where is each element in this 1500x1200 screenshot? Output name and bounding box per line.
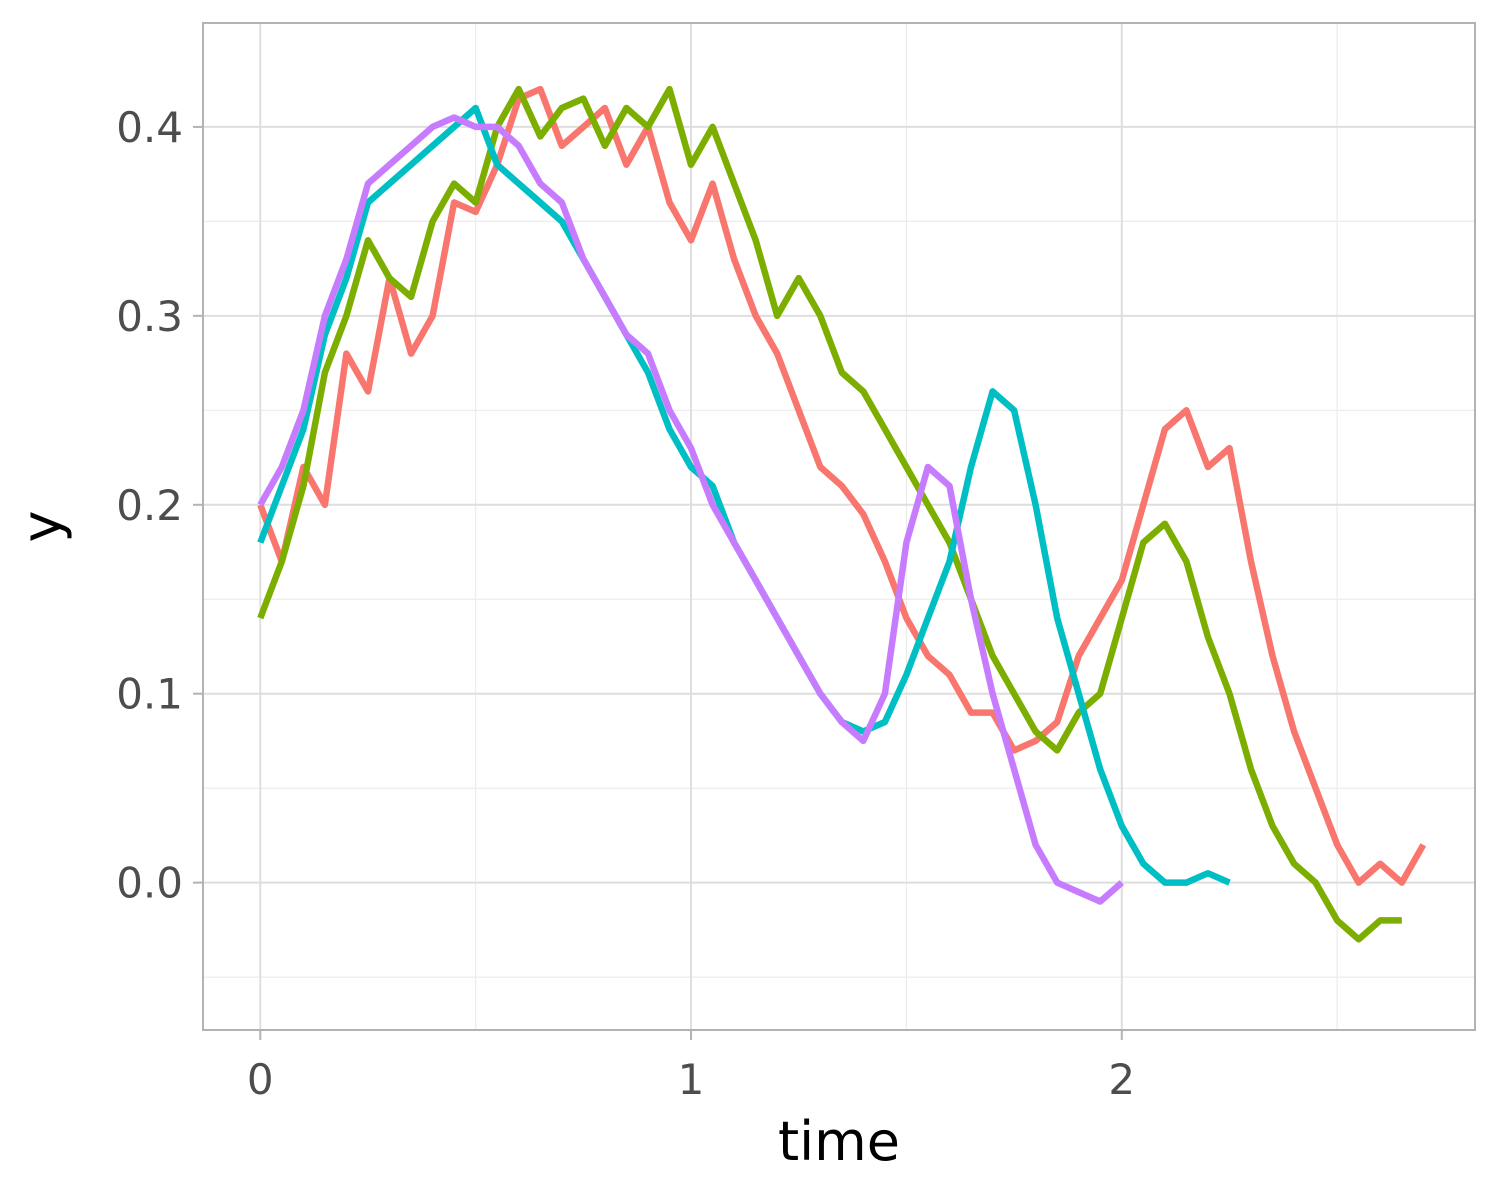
x-axis-title: time [778,1110,900,1173]
panel-border [202,22,1476,1031]
x-tick-label: 0 [247,1055,274,1104]
series-layer [257,85,1427,943]
y-tick-label: 0.4 [116,103,183,152]
x-tick-label: 1 [678,1055,705,1104]
x-tick-label: 2 [1108,1055,1135,1104]
x-tick-labels: 0 1 2 [247,1055,1135,1104]
series-line-2 [257,85,1402,943]
y-tick-label: 0.2 [116,481,183,530]
y-tick-labels: 0.0 0.1 0.2 0.3 0.4 [116,103,183,908]
series-line-4 [257,114,1124,905]
y-tick-label: 0.1 [116,670,183,719]
major-gridlines [203,23,1475,1030]
y-tick-label: 0.3 [116,292,183,341]
y-tick-label: 0.0 [116,859,183,908]
series-line-1 [257,85,1427,886]
minor-gridlines [203,23,1475,1030]
axis-ticks [193,125,1123,1040]
y-axis-title: y [10,511,73,543]
